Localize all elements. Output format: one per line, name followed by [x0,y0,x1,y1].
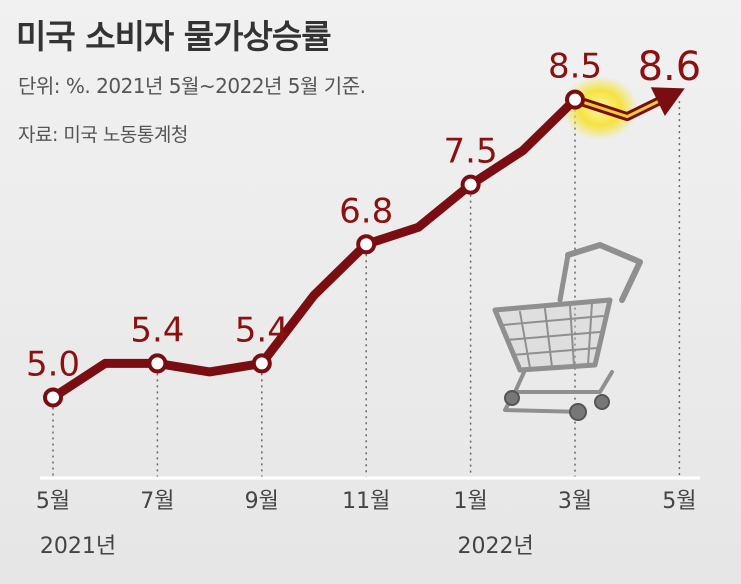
x-tick-label: 3월 [558,489,592,514]
data-point [565,89,585,110]
x-year-label: 2021년 [40,534,116,559]
data-label: 5.4 [130,310,184,350]
x-axis-years: 2021년 2022년 [40,534,534,559]
x-tick-label: 7월 [140,489,174,514]
chart-subtitle: 단위: %. 2021년 5월~2022년 5월 기준. [18,74,366,98]
data-labels: 5.0 5.4 5.4 6.8 7.5 8.5 8.6 [26,44,701,384]
arrowhead-icon [650,87,685,116]
x-tick-label: 1월 [453,489,487,514]
data-label: 6.8 [339,191,393,231]
x-tick-label: 5월 [662,489,696,514]
x-tick-label: 9월 [245,489,279,514]
highlight-segment [573,97,665,119]
chart-source: 자료: 미국 노동통계청 [18,124,188,146]
data-markers [43,89,585,408]
data-label: 7.5 [444,132,498,172]
data-point [147,353,168,374]
chart-title: 미국 소비자 물가상승률 [16,17,332,56]
data-label: 5.4 [235,310,289,350]
x-axis-ticks: 5월 7월 9월 11월 1월 3월 5월 [36,489,697,514]
shopping-cart-icon [492,242,643,421]
data-label: 8.5 [548,47,602,87]
data-label: 8.6 [638,44,702,90]
data-point [251,353,272,374]
data-point [356,234,377,255]
x-tick-label: 11월 [342,489,390,514]
data-label: 5.0 [26,344,80,384]
grid-lines [40,101,700,480]
data-point [460,174,481,195]
data-point [43,387,63,408]
x-tick-label: 5월 [36,489,70,514]
x-year-label: 2022년 [457,534,533,559]
